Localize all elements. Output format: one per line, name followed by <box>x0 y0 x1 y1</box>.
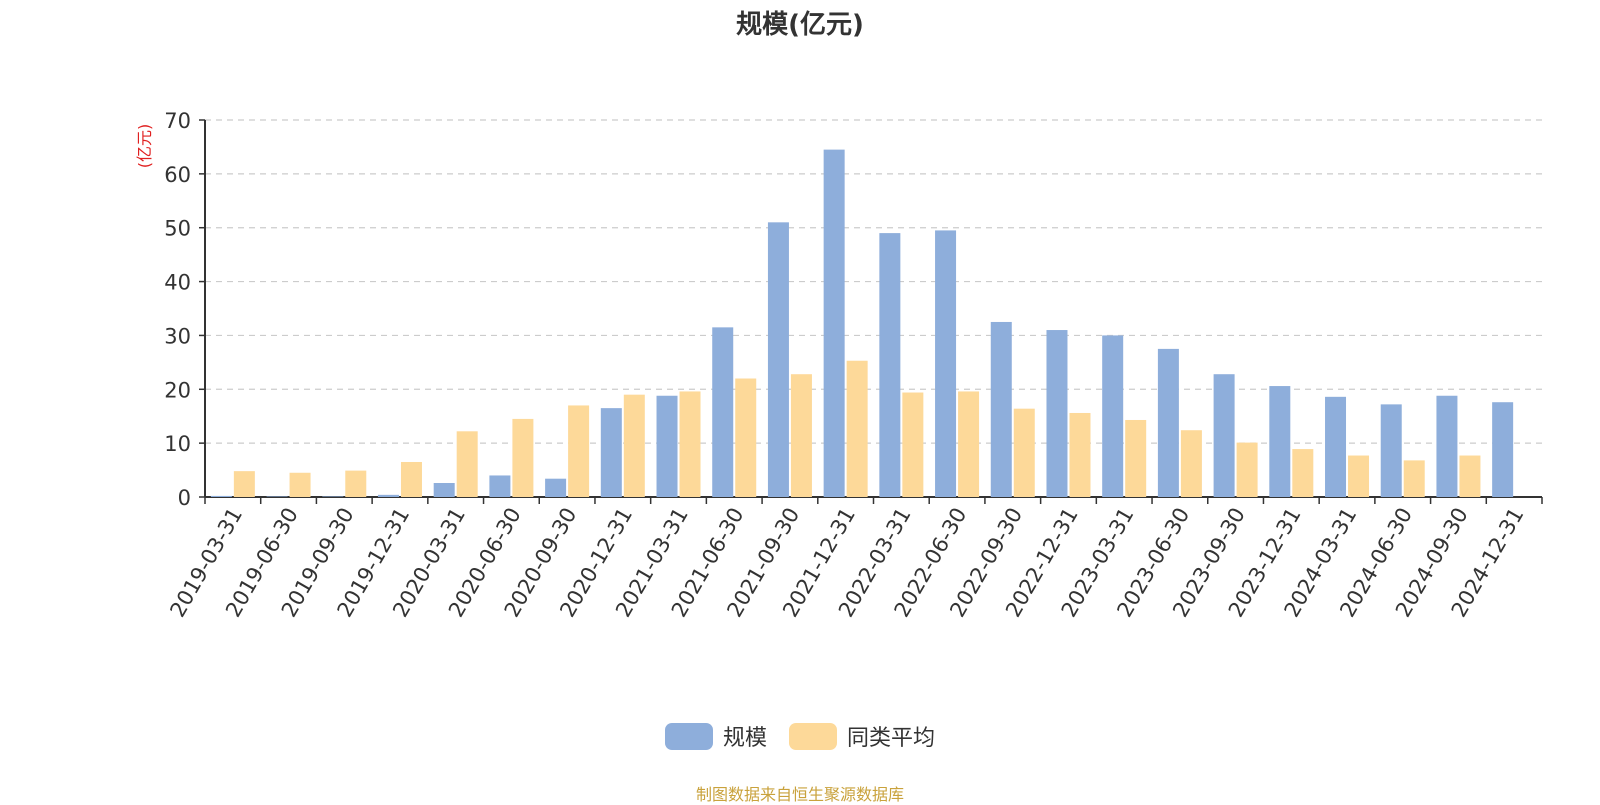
bar-series-1 <box>489 475 511 497</box>
bar-series-2 <box>846 360 868 497</box>
bar-series-1 <box>1157 348 1179 497</box>
bar-series-2 <box>568 405 590 497</box>
bar-series-2 <box>1180 430 1202 497</box>
bar-series-2 <box>233 471 255 497</box>
y-tick-label: 50 <box>164 217 191 241</box>
y-tick-label: 0 <box>178 486 191 510</box>
y-tick-label: 40 <box>164 271 191 295</box>
y-tick-label: 70 <box>164 109 191 133</box>
bar-series-1 <box>433 482 455 497</box>
bar-series-1 <box>377 494 399 497</box>
bar-series-1 <box>210 495 232 497</box>
bar-series-1 <box>656 395 678 497</box>
bar-series-1 <box>266 496 288 497</box>
bar-series-2 <box>345 470 367 497</box>
bar-series-1 <box>545 478 567 497</box>
source-note: 制图数据来自恒生聚源数据库 <box>695 785 904 804</box>
bar-series-2 <box>1069 412 1091 497</box>
bar-series-1 <box>823 149 845 497</box>
bar-series-1 <box>600 408 622 497</box>
legend-item-series-2[interactable]: 同类平均 <box>789 720 935 752</box>
y-axis-unit-label: (亿元) <box>135 124 154 169</box>
bar-series-2 <box>1348 455 1370 497</box>
legend-label-series-1: 规模 <box>722 726 767 751</box>
bar-series-2 <box>958 391 980 497</box>
bar-series-2 <box>902 392 924 497</box>
chart-title: 规模(亿元) <box>736 10 864 40</box>
bar-series-1 <box>712 327 734 497</box>
bar-series-1 <box>1492 402 1514 497</box>
bar-series-2 <box>623 394 645 497</box>
bar-series-1 <box>935 230 957 497</box>
bar-series-2 <box>790 374 812 497</box>
bar-series-1 <box>767 222 789 498</box>
bar-series-2 <box>512 418 534 497</box>
bar-series-2 <box>456 431 478 497</box>
bar-series-1 <box>879 233 901 497</box>
bar-series-2 <box>1236 442 1258 497</box>
legend-swatch-series-1 <box>664 722 713 750</box>
legend-label-series-2: 同类平均 <box>847 726 936 751</box>
bar-series-1 <box>1325 396 1347 497</box>
y-tick-label: 20 <box>164 378 191 402</box>
bar-series-1 <box>1102 335 1124 497</box>
bar-series-1 <box>1436 395 1458 497</box>
bar-series-2 <box>1459 455 1481 497</box>
legend-swatch-series-2 <box>789 722 837 750</box>
bar-series-2 <box>1013 408 1035 497</box>
bar-series-1 <box>1380 404 1402 497</box>
bar-series-2 <box>1403 460 1425 497</box>
bar-series-2 <box>1125 419 1147 497</box>
bar-series-2 <box>1292 449 1314 497</box>
y-tick-label: 10 <box>164 432 191 456</box>
y-tick-label: 30 <box>164 324 191 348</box>
legend-item-series-1[interactable]: 规模 <box>664 720 767 752</box>
y-tick-label: 60 <box>164 163 191 187</box>
bar-series-1 <box>990 321 1012 497</box>
bar-series-1 <box>322 496 344 497</box>
bar-series-2 <box>679 391 701 497</box>
legend: 规模 同类平均 <box>0 720 1600 752</box>
bar-series-2 <box>289 472 311 497</box>
bar-series-2 <box>400 461 422 497</box>
bar-series-1 <box>1046 330 1068 497</box>
bar-series-1 <box>1213 374 1235 497</box>
bar-series-2 <box>735 378 757 497</box>
bar-series-1 <box>1269 386 1291 497</box>
